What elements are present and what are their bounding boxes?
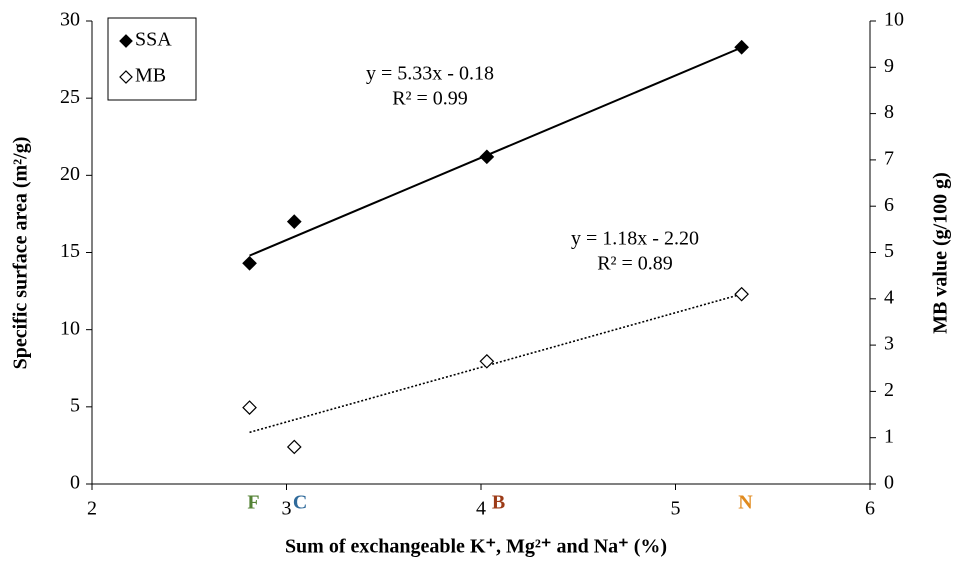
marker: [242, 400, 257, 415]
x-tick-label: 4: [476, 498, 486, 520]
y2-tick-label: 6: [884, 194, 894, 216]
marker: [286, 214, 302, 229]
marker: [479, 353, 495, 369]
x-tick-label: 6: [865, 498, 875, 520]
y-tick-label: 15: [60, 240, 80, 262]
y-axis-label: Specific surface area (m²/g): [10, 137, 32, 370]
legend-marker: [119, 70, 133, 84]
y2-tick-label: 0: [884, 472, 894, 494]
sample-label: C: [293, 492, 307, 514]
trendline: [249, 46, 743, 257]
trend-r2: R² = 0.99: [392, 88, 468, 110]
legend-marker: [119, 34, 133, 48]
y2-tick-label: 5: [884, 240, 894, 262]
sample-label: B: [492, 492, 505, 514]
y2-tick-label: 8: [884, 101, 894, 123]
x-tick-label: 5: [671, 498, 681, 520]
y-tick-label: 30: [60, 9, 80, 31]
y-tick-label: 10: [60, 317, 80, 339]
legend-label: SSA: [135, 29, 172, 51]
trend-equation: y = 5.33x - 0.18: [366, 63, 494, 85]
marker: [479, 149, 495, 165]
marker: [734, 286, 749, 302]
x-tick-label: 3: [282, 498, 292, 520]
y-tick-label: 5: [70, 394, 80, 416]
trend-equation: y = 1.18x - 2.20: [571, 228, 699, 250]
y-tick-label: 0: [70, 472, 80, 494]
y2-tick-label: 9: [884, 55, 894, 77]
y2-tick-label: 10: [884, 9, 904, 31]
x-tick-label: 2: [87, 498, 97, 520]
y2-tick-label: 1: [884, 425, 894, 447]
y2-tick-label: 7: [884, 147, 894, 169]
y2-axis-label: MB value (g/100 g): [930, 172, 952, 334]
y2-tick-label: 2: [884, 379, 894, 401]
trend-r2: R² = 0.89: [597, 253, 673, 275]
legend-label: MB: [135, 65, 166, 87]
legend-box: [107, 17, 197, 101]
y2-tick-label: 4: [884, 286, 894, 308]
y2-tick-label: 3: [884, 333, 894, 355]
y-tick-label: 25: [60, 86, 80, 108]
x-axis-label: Sum of exchangeable K⁺, Mg²⁺ and Na⁺ (%): [285, 536, 667, 558]
trendline: [249, 293, 742, 434]
y-tick-label: 20: [60, 163, 80, 185]
marker: [286, 439, 302, 455]
sample-label: F: [247, 492, 259, 514]
sample-label: N: [738, 492, 753, 514]
marker: [242, 255, 257, 271]
marker: [734, 39, 749, 55]
